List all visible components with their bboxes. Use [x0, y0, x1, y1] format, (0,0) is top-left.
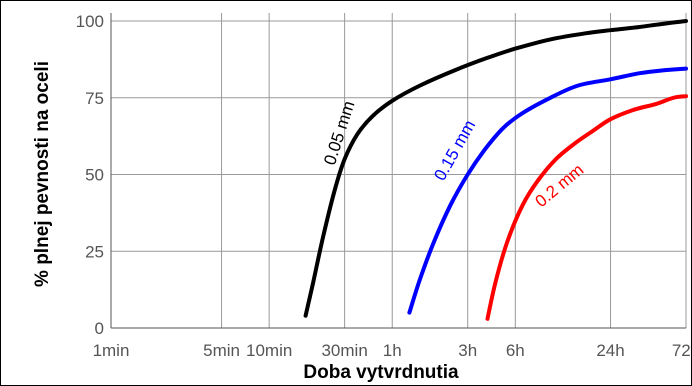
x-tick-label: 30min	[321, 341, 367, 360]
y-tick-label: 100	[76, 12, 104, 31]
x-tick-label: 3h	[458, 341, 477, 360]
grid	[110, 13, 687, 329]
y-axis-title: % plnej pevnosti na oceli	[32, 61, 53, 287]
x-tick-label: 24h	[596, 341, 624, 360]
series-line-0-15-mm	[407, 66, 688, 315]
x-tick-label: 6h	[506, 341, 525, 360]
x-tick-label: 1h	[383, 341, 402, 360]
y-tick-label: 25	[85, 242, 104, 261]
y-tick-label: 0	[95, 319, 104, 338]
x-tick-label: 10min	[246, 341, 292, 360]
y-tick-label: 50	[85, 166, 104, 185]
x-axis-title: Doba vytvrdnutia	[303, 362, 459, 383]
series-lines	[303, 19, 688, 321]
x-tick-label: 1min	[93, 341, 130, 360]
y-tick-label: 75	[85, 89, 104, 108]
x-tick-label: 72h	[672, 341, 691, 360]
series-line-0-05-mm	[303, 19, 688, 318]
plot-background	[111, 13, 686, 328]
tick-labels: 1min 5min 10min 30min 1h 3h 6h 24h 72h 0 25 50 75 100	[76, 12, 691, 360]
x-tick-label: 5min	[203, 341, 240, 360]
series-line-0-2-mm	[485, 94, 688, 321]
